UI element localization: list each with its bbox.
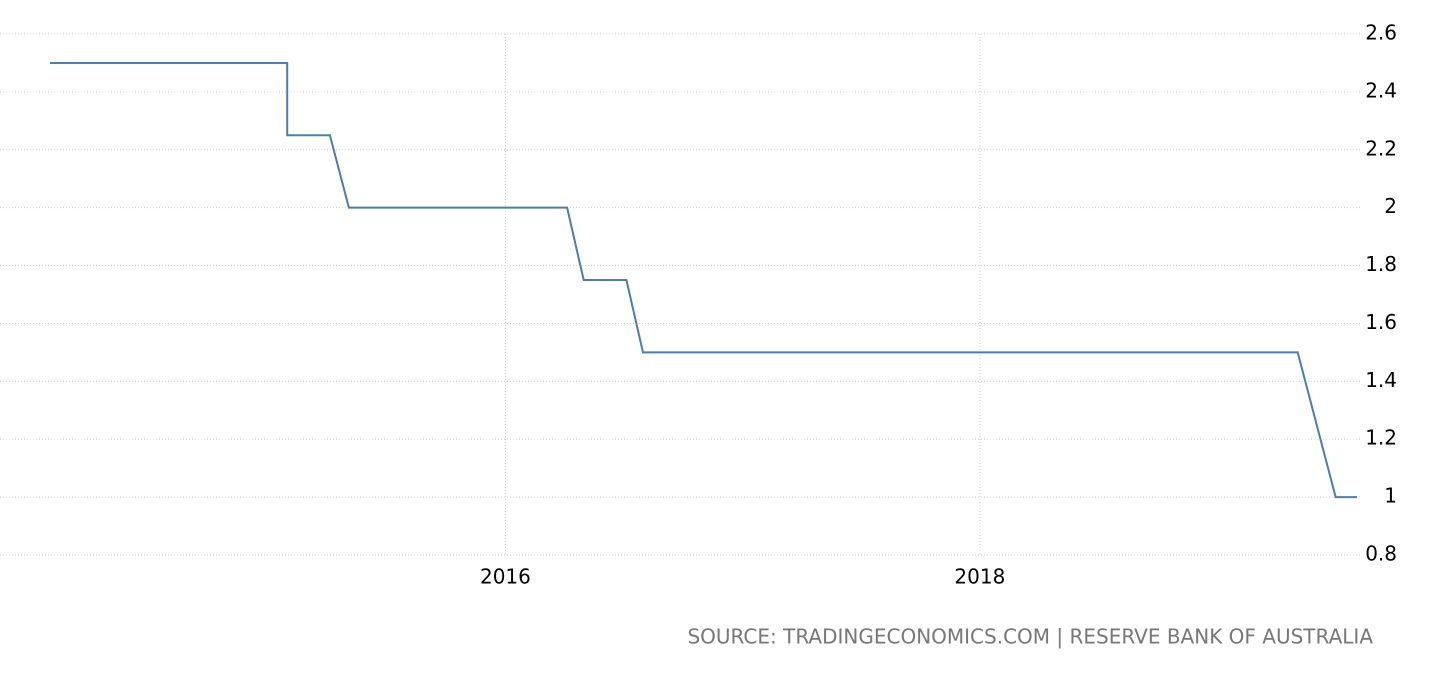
y-tick-label: 1.8 <box>1365 252 1397 276</box>
y-tick-label: 1 <box>1384 484 1397 508</box>
x-tick-label: 2018 <box>954 565 1005 589</box>
data-line <box>50 61 1357 499</box>
y-tick-label: 0.8 <box>1365 542 1397 566</box>
source-note: SOURCE: TRADINGECONOMICS.COM | RESERVE B… <box>687 625 1373 649</box>
y-tick-label: 2.6 <box>1365 21 1397 45</box>
y-tick-label: 1.4 <box>1365 368 1397 392</box>
x-tick-label: 2016 <box>480 565 531 589</box>
y-tick-label: 1.2 <box>1365 426 1397 450</box>
y-tick-label: 2.4 <box>1365 78 1397 102</box>
y-tick-label: 1.6 <box>1365 310 1397 334</box>
y-tick-label: 2 <box>1384 194 1397 218</box>
y-tick-label: 2.2 <box>1365 136 1397 160</box>
